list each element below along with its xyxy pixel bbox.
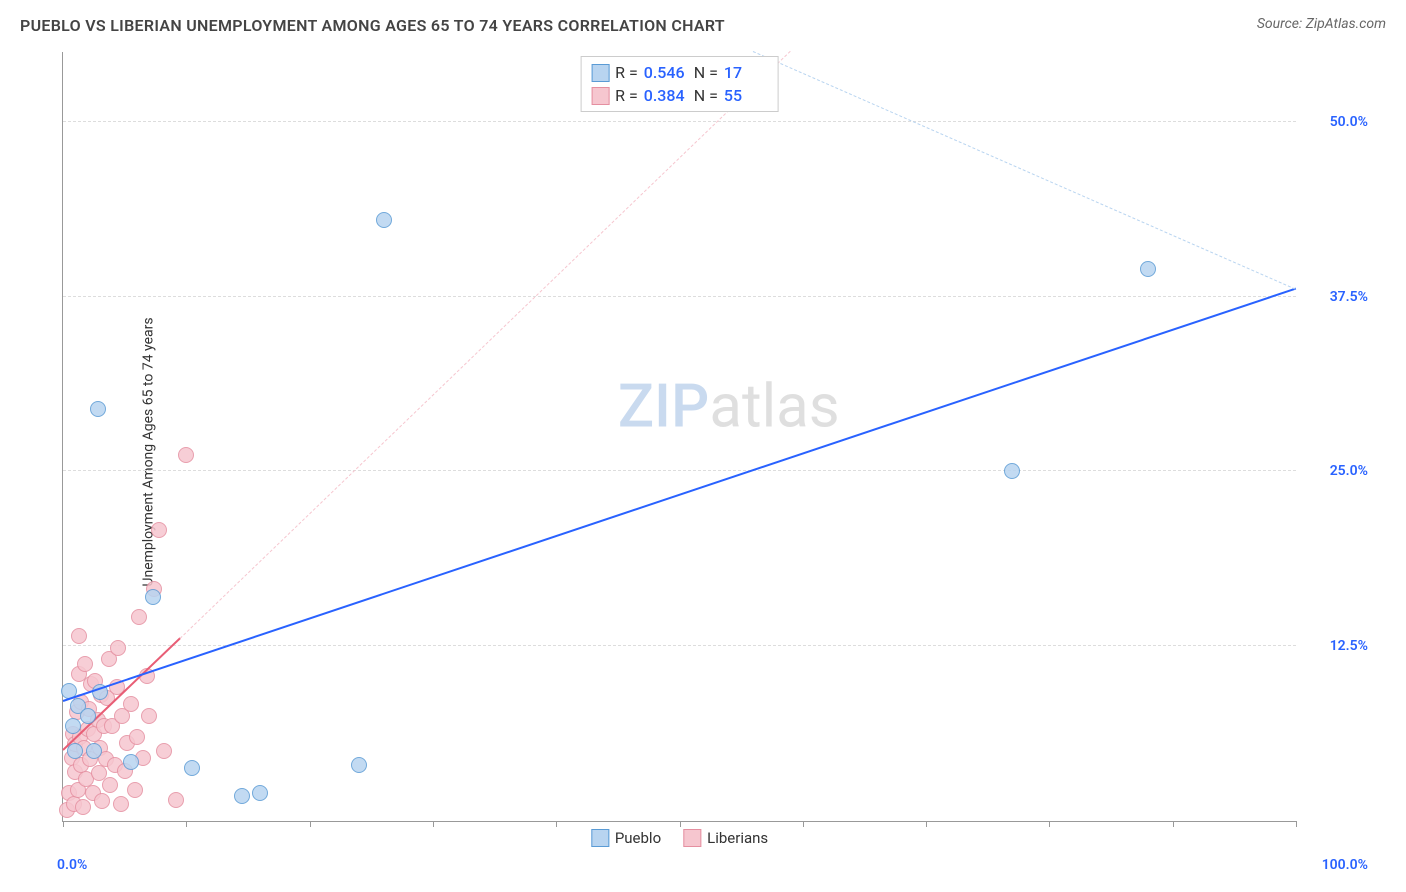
legend-label: Pueblo bbox=[615, 829, 661, 847]
legend-row-pueblo: R = 0.546 N = 17 bbox=[591, 61, 768, 84]
watermark: ZIPatlas bbox=[618, 370, 840, 441]
x-tick bbox=[1296, 821, 1297, 827]
data-point bbox=[123, 754, 139, 770]
swatch-icon bbox=[591, 64, 609, 82]
y-tick-label: 50.0% bbox=[1330, 114, 1368, 130]
gridline bbox=[63, 121, 1296, 122]
data-point bbox=[86, 743, 102, 759]
data-point bbox=[110, 640, 126, 656]
trend-line bbox=[63, 288, 1297, 702]
chart-title: PUEBLO VS LIBERIAN UNEMPLOYMENT AMONG AG… bbox=[20, 16, 725, 35]
swatch-icon bbox=[591, 829, 609, 847]
trend-line-dash bbox=[180, 51, 791, 639]
data-point bbox=[376, 212, 392, 228]
legend-item-pueblo: Pueblo bbox=[591, 829, 661, 847]
data-point bbox=[113, 796, 129, 812]
legend-item-liberians: Liberians bbox=[683, 829, 768, 847]
x-tick-label: 0.0% bbox=[57, 857, 87, 873]
data-point bbox=[102, 777, 118, 793]
chart-area: Unemployment Among Ages 65 to 74 years Z… bbox=[44, 52, 1376, 852]
data-point bbox=[75, 799, 91, 815]
x-tick bbox=[556, 821, 557, 827]
data-point bbox=[156, 743, 172, 759]
r-value: 0.546 bbox=[644, 63, 688, 82]
plot-region: ZIPatlas R = 0.546 N = 17 R = 0.384 N = … bbox=[62, 52, 1296, 822]
swatch-icon bbox=[683, 829, 701, 847]
data-point bbox=[234, 788, 250, 804]
r-label: R = bbox=[615, 86, 638, 105]
source-label: Source: ZipAtlas.com bbox=[1257, 16, 1386, 32]
x-tick bbox=[433, 821, 434, 827]
legend-row-liberians: R = 0.384 N = 55 bbox=[591, 84, 768, 107]
data-point bbox=[90, 401, 106, 417]
data-point bbox=[145, 589, 161, 605]
gridline bbox=[63, 470, 1296, 471]
x-tick bbox=[63, 821, 64, 827]
swatch-icon bbox=[591, 87, 609, 105]
data-point bbox=[67, 743, 83, 759]
y-tick-label: 37.5% bbox=[1330, 289, 1368, 305]
data-point bbox=[80, 708, 96, 724]
gridline bbox=[63, 296, 1296, 297]
data-point bbox=[178, 447, 194, 463]
data-point bbox=[94, 793, 110, 809]
x-tick bbox=[680, 821, 681, 827]
r-value: 0.384 bbox=[644, 86, 688, 105]
data-point bbox=[77, 656, 93, 672]
data-point bbox=[351, 757, 367, 773]
r-label: R = bbox=[615, 63, 638, 82]
n-label: N = bbox=[694, 63, 718, 82]
data-point bbox=[168, 792, 184, 808]
data-point bbox=[65, 718, 81, 734]
x-tick bbox=[803, 821, 804, 827]
data-point bbox=[151, 522, 167, 538]
data-point bbox=[123, 696, 139, 712]
n-label: N = bbox=[694, 86, 718, 105]
data-point bbox=[127, 782, 143, 798]
data-point bbox=[129, 729, 145, 745]
x-tick bbox=[926, 821, 927, 827]
data-point bbox=[1004, 463, 1020, 479]
gridline bbox=[63, 645, 1296, 646]
trend-line-dash bbox=[753, 51, 1296, 290]
x-tick bbox=[310, 821, 311, 827]
data-point bbox=[131, 609, 147, 625]
data-point bbox=[71, 628, 87, 644]
x-tick bbox=[1049, 821, 1050, 827]
n-value: 55 bbox=[724, 86, 768, 105]
data-point bbox=[141, 708, 157, 724]
data-point bbox=[252, 785, 268, 801]
data-point bbox=[184, 760, 200, 776]
x-tick-label: 100.0% bbox=[1322, 857, 1368, 873]
x-tick bbox=[1173, 821, 1174, 827]
y-tick-label: 25.0% bbox=[1330, 463, 1368, 479]
legend-label: Liberians bbox=[707, 829, 768, 847]
data-point bbox=[1140, 261, 1156, 277]
n-value: 17 bbox=[724, 63, 768, 82]
y-tick-label: 12.5% bbox=[1330, 638, 1368, 654]
correlation-legend: R = 0.546 N = 17 R = 0.384 N = 55 bbox=[580, 56, 779, 112]
x-tick bbox=[186, 821, 187, 827]
series-legend: Pueblo Liberians bbox=[591, 829, 768, 847]
